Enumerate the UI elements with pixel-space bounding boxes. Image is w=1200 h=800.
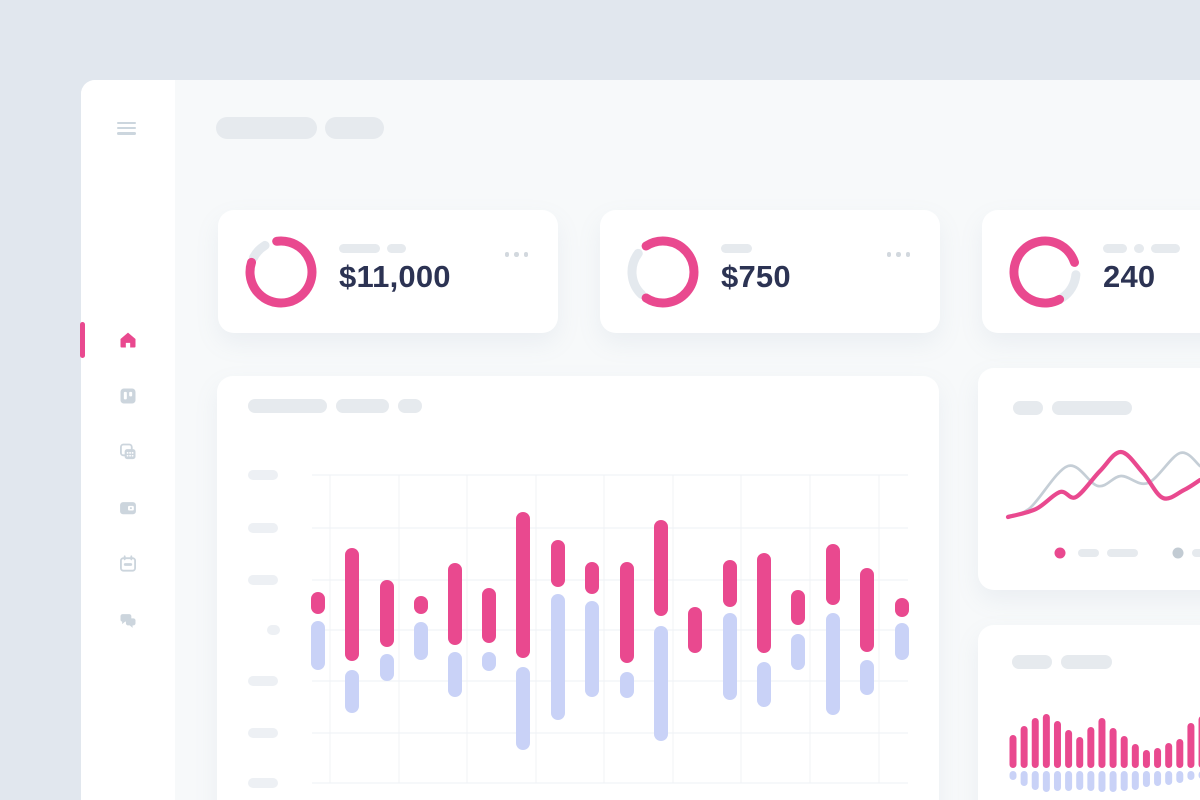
progress-ring <box>1009 236 1081 308</box>
chat-icon <box>120 614 136 628</box>
stat-card-revenue: $11,000 <box>218 210 558 333</box>
wallet-icon <box>120 502 136 515</box>
progress-ring <box>245 236 317 308</box>
stat-label-skeleton <box>1103 244 1180 253</box>
more-options-icon[interactable] <box>503 250 531 259</box>
stat-value: 240 <box>1103 259 1156 294</box>
sidebar-nav <box>81 312 175 648</box>
hamburger-menu-icon[interactable] <box>117 122 136 137</box>
mini-bar-chart <box>1009 714 1200 792</box>
more-options-icon[interactable] <box>885 250 913 259</box>
copy-icon <box>120 443 136 460</box>
main-bar-chart <box>248 470 909 788</box>
stat-label-skeleton <box>721 244 752 253</box>
chart-title-skeleton <box>248 399 422 413</box>
stat-value: $11,000 <box>339 259 451 294</box>
main-chart-card <box>217 376 939 800</box>
stat-card-count: 240 <box>982 210 1200 333</box>
trend-card <box>978 368 1200 590</box>
sidebar <box>80 80 175 800</box>
board-icon <box>120 388 136 404</box>
sidebar-item-copy[interactable] <box>81 424 175 480</box>
stat-value: $750 <box>721 259 791 294</box>
trend-line-chart <box>1005 449 1200 559</box>
page-title-skeleton <box>216 117 384 139</box>
sidebar-item-chat[interactable] <box>81 592 175 648</box>
stat-label-skeleton <box>339 244 406 253</box>
active-item-indicator <box>80 322 85 358</box>
progress-ring <box>627 236 699 308</box>
sidebar-item-home[interactable] <box>81 312 175 368</box>
sidebar-item-wallet[interactable] <box>81 480 175 536</box>
sidebar-item-calendar[interactable] <box>81 536 175 592</box>
chart-title-skeleton <box>1013 401 1132 415</box>
sidebar-item-board[interactable] <box>81 368 175 424</box>
mini-chart-card <box>978 625 1200 800</box>
home-icon <box>120 332 136 348</box>
calendar-icon <box>120 555 136 572</box>
chart-title-skeleton <box>1012 655 1112 669</box>
stat-card-spend: $750 <box>600 210 940 333</box>
